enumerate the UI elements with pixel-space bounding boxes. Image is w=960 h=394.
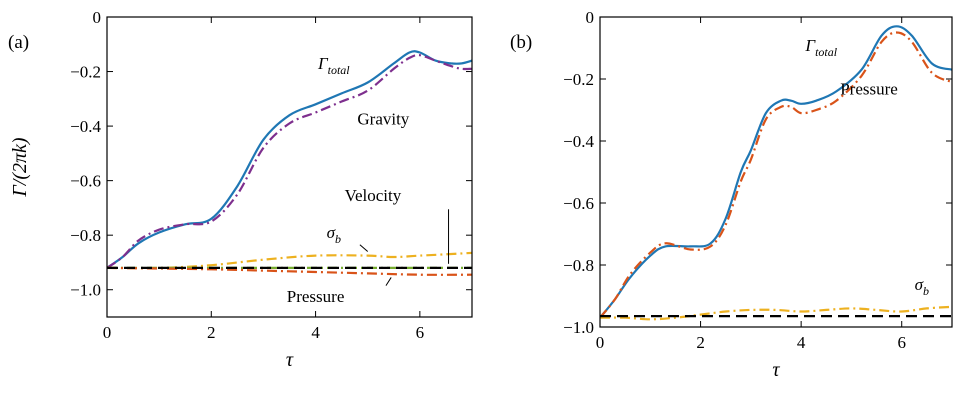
y-tick-label: −0.8 (70, 226, 101, 245)
series-line-b-2 (600, 305, 952, 321)
x-axis-label: τ (772, 359, 780, 381)
series-line-total-0 (600, 25, 952, 319)
y-tick-label: −0.6 (70, 172, 101, 191)
plot-frame (106, 16, 473, 318)
panel-a: 0 2 4 6 0 −0.2 −0.4 −0.6 −0.8 −1.0 τ Γ/(2πk) (a) Γtot… (8, 8, 473, 371)
annotation-b: σb (327, 223, 341, 246)
series-line-total-0 (107, 50, 472, 269)
x-tick-label: 6 (897, 333, 906, 352)
annotation-total: Γtotal (317, 54, 350, 77)
panel-b: 0 2 4 6 0 −0.2 −0.4 −0.6 −0.8 −1.0 τ (b) Γtotal Press… (510, 8, 953, 381)
plot-frame (599, 16, 953, 328)
series-line-b-2 (107, 251, 472, 270)
annotation-total: Γtotal (804, 36, 837, 59)
panel-label: (a) (8, 32, 29, 53)
annotation-velocity: Velocity (345, 186, 402, 205)
panel-label: (b) (510, 32, 532, 53)
x-tick-label: 2 (696, 333, 705, 352)
annotation-pressure: Pressure (287, 287, 345, 306)
leader-line-2 (385, 277, 392, 286)
x-axis-label: τ (286, 349, 294, 371)
series-group (107, 50, 472, 276)
x-tick-label: 4 (797, 333, 806, 352)
annotation-gravity: Gravity (357, 110, 409, 129)
y-axis-label: Γ/(2πk) (9, 137, 31, 197)
x-tick-label: 0 (596, 333, 605, 352)
x-tick-label: 6 (416, 323, 425, 342)
series-group (600, 25, 952, 321)
y-tick-label: −0.4 (563, 132, 594, 151)
y-tick-label: 0 (93, 8, 102, 27)
y-tick-label: −0.4 (70, 117, 101, 136)
y-tick-label: 0 (586, 8, 595, 27)
series-line-pressure-4 (107, 266, 472, 276)
leader-line-1 (359, 244, 369, 252)
annotation-pressure: Pressure (840, 80, 898, 99)
y-tick-label: −1.0 (70, 281, 101, 300)
y-tick-label: −0.2 (70, 63, 101, 82)
series-line-gravity-1 (107, 53, 472, 269)
y-tick-label: −0.6 (563, 194, 594, 213)
y-tick-label: −1.0 (563, 318, 594, 337)
x-tick-label: 4 (311, 323, 320, 342)
annotation-b: σb (915, 275, 929, 298)
x-tick-label: 0 (103, 323, 112, 342)
y-tick-label: −0.8 (563, 256, 594, 275)
series-line-pressure-1 (600, 31, 952, 319)
y-tick-label: −0.2 (563, 70, 594, 89)
x-tick-label: 2 (207, 323, 216, 342)
